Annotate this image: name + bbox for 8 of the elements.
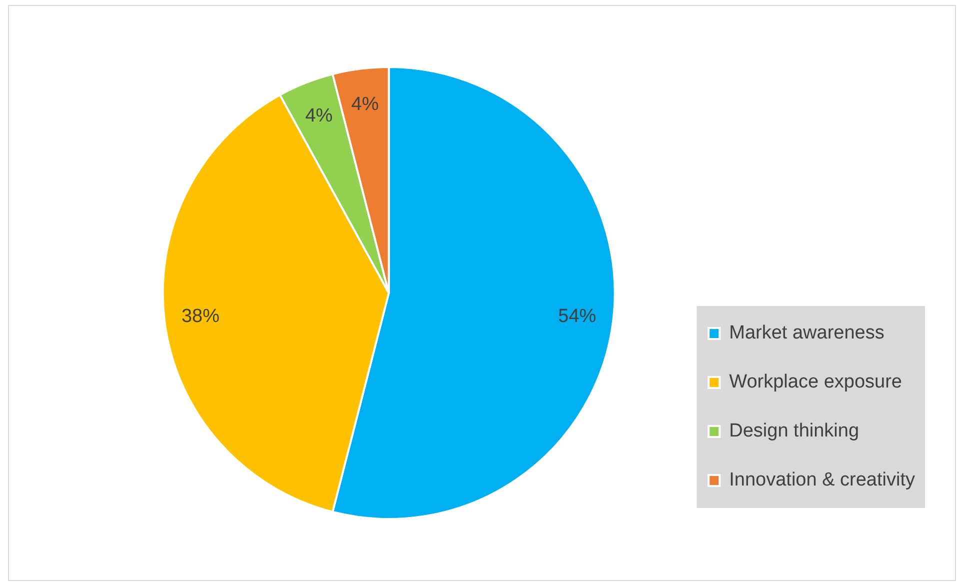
legend-label: Design thinking bbox=[729, 420, 860, 442]
data-label: 4% bbox=[351, 94, 379, 115]
data-label: 38% bbox=[181, 306, 220, 328]
data-label: 54% bbox=[558, 306, 596, 328]
legend-label: Innovation & creativity bbox=[729, 470, 916, 491]
legend-label: Market awareness bbox=[729, 322, 884, 344]
data-label: 4% bbox=[305, 106, 333, 127]
legend-label: Workplace exposure bbox=[729, 372, 902, 393]
